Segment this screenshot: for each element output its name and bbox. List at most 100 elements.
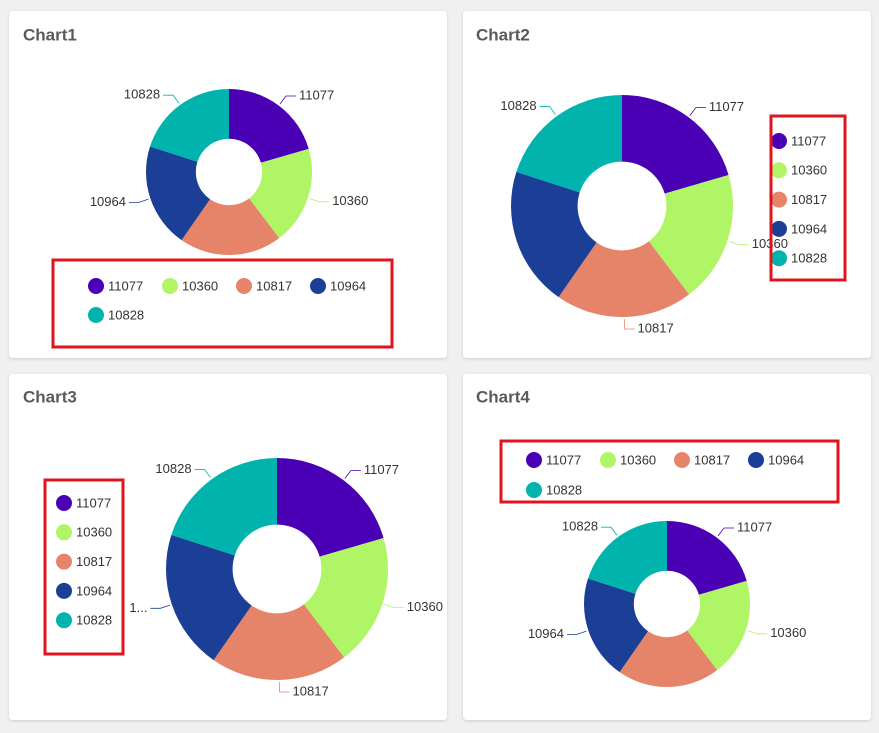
slice bbox=[213, 604, 345, 680]
legend-label: 10828 bbox=[108, 307, 144, 322]
leader-line bbox=[747, 630, 768, 635]
chart-title: Chart2 bbox=[476, 25, 530, 44]
data-label: 11077 bbox=[299, 87, 334, 102]
legend-marker bbox=[56, 553, 72, 570]
highlight-box bbox=[43, 478, 125, 656]
legend-marker bbox=[526, 482, 542, 498]
leader-line bbox=[539, 106, 556, 115]
legend-marker bbox=[674, 452, 690, 468]
highlight-box bbox=[499, 439, 840, 504]
slice bbox=[588, 521, 667, 594]
legend-label: 10817 bbox=[791, 192, 827, 207]
legend-label: 11077 bbox=[791, 133, 826, 148]
leader-line bbox=[278, 681, 290, 693]
leader-line bbox=[150, 604, 171, 609]
slice bbox=[667, 521, 747, 595]
data-label: 10828 bbox=[500, 98, 536, 113]
legend-label: 10817 bbox=[76, 554, 112, 569]
legend-label: 10828 bbox=[791, 251, 827, 266]
legend-label: 10817 bbox=[694, 452, 730, 467]
legend-label: 10964 bbox=[330, 278, 366, 293]
legend-marker bbox=[600, 452, 616, 468]
legend-marker bbox=[771, 133, 787, 149]
data-label: 11077 bbox=[364, 462, 399, 477]
chart-title: Chart1 bbox=[23, 25, 77, 44]
leader-line bbox=[309, 198, 330, 203]
slice bbox=[648, 175, 733, 295]
legend-label: 10360 bbox=[791, 163, 827, 178]
slice bbox=[165, 534, 252, 661]
legend-marker bbox=[310, 278, 326, 294]
legend-marker bbox=[771, 162, 787, 179]
legend-marker bbox=[771, 250, 787, 267]
legend-label: 10828 bbox=[76, 613, 112, 628]
leader-line bbox=[623, 318, 635, 330]
legend-marker bbox=[88, 307, 104, 323]
data-label: 10817 bbox=[293, 683, 329, 698]
legend-marker bbox=[526, 452, 542, 468]
slice bbox=[622, 95, 729, 194]
legend-marker bbox=[88, 278, 104, 294]
chart-title: Chart3 bbox=[23, 387, 77, 406]
data-label: 10360 bbox=[407, 599, 443, 614]
legend-marker bbox=[56, 582, 72, 599]
data-label: 10828 bbox=[562, 519, 598, 534]
legend-marker bbox=[162, 278, 178, 294]
legend-label: 10360 bbox=[620, 452, 656, 467]
legend-label: 11077 bbox=[108, 278, 143, 293]
leader-line bbox=[384, 604, 404, 608]
data-label: 10828 bbox=[155, 461, 191, 476]
data-label: 1... bbox=[129, 600, 147, 615]
data-label: 10817 bbox=[638, 320, 674, 335]
leader-line bbox=[717, 527, 735, 537]
data-label: 10360 bbox=[332, 193, 368, 208]
legend-marker bbox=[56, 612, 72, 629]
legend-label: 11077 bbox=[546, 452, 581, 467]
leader-line bbox=[729, 241, 749, 245]
slice bbox=[277, 458, 384, 557]
slice bbox=[181, 198, 280, 255]
slice bbox=[171, 458, 277, 556]
highlight-box bbox=[769, 114, 847, 282]
legend-label: 10964 bbox=[768, 452, 804, 467]
legend-marker bbox=[748, 452, 764, 468]
leader-line bbox=[344, 470, 361, 479]
slice bbox=[229, 89, 309, 163]
legend-label: 10964 bbox=[791, 221, 827, 236]
leader-line bbox=[128, 198, 149, 203]
slice bbox=[687, 580, 751, 671]
slice bbox=[150, 89, 229, 162]
slice bbox=[516, 95, 622, 193]
leader-line bbox=[689, 107, 706, 116]
legend-marker bbox=[771, 220, 787, 237]
slice bbox=[619, 630, 718, 687]
legend-label: 10360 bbox=[182, 278, 218, 293]
slice bbox=[249, 148, 312, 239]
chart-title: Chart4 bbox=[476, 387, 530, 406]
data-label: 11077 bbox=[737, 519, 772, 534]
legend-label: 10360 bbox=[76, 525, 112, 540]
highlight-box bbox=[51, 258, 394, 349]
legend-marker bbox=[236, 278, 252, 294]
charts: 11077 10360 10964 10828 11077 10360 10817 10964… bbox=[56, 87, 827, 698]
data-label: 10964 bbox=[90, 194, 126, 209]
data-label: 10360 bbox=[770, 625, 806, 640]
data-label: 11077 bbox=[709, 99, 744, 114]
legend-marker bbox=[56, 495, 72, 511]
card bbox=[9, 11, 447, 358]
leader-line bbox=[566, 630, 587, 635]
leader-line bbox=[601, 526, 618, 536]
leader-line bbox=[279, 95, 297, 105]
legend-marker bbox=[56, 524, 72, 541]
slice bbox=[146, 146, 211, 241]
legend-marker bbox=[771, 191, 787, 208]
legend-label: 10817 bbox=[256, 278, 292, 293]
slice bbox=[303, 538, 388, 658]
data-label: 10964 bbox=[528, 626, 564, 641]
leader-line bbox=[194, 469, 211, 478]
legend-label: 10828 bbox=[546, 482, 582, 497]
slice bbox=[584, 578, 649, 673]
legend-label: 11077 bbox=[76, 495, 111, 510]
